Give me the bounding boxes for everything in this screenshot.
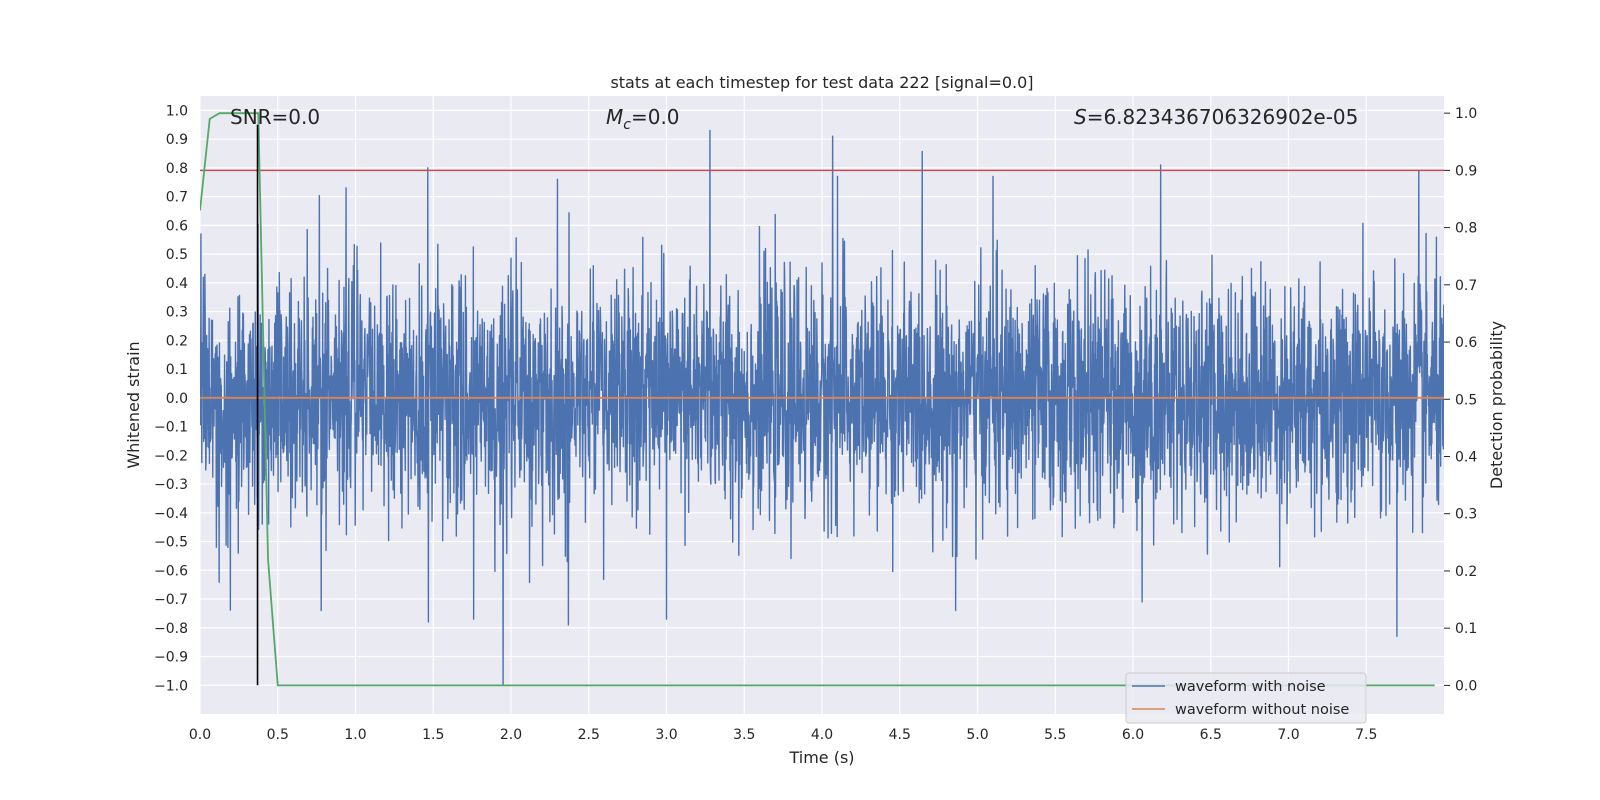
left-y-tick-label: 0.6 [166,218,188,234]
series-layer [200,112,1444,687]
x-tick-label: 1.5 [422,727,444,743]
x-tick-label: 2.0 [500,727,522,743]
left-y-tick-label: 0.8 [166,161,188,177]
right-y-tick-label: 0.6 [1455,335,1477,351]
left-y-tick-label: 0.5 [166,247,188,263]
x-tick-label: 4.0 [811,727,833,743]
left-y-tick-label: −0.8 [154,621,188,637]
left-y-tick-label: −0.4 [154,506,188,522]
left-y-tick-label: 0.7 [166,190,188,206]
right-y-tick-label: 0.8 [1455,221,1477,237]
legend-label-noise: waveform with noise [1175,679,1326,695]
x-tick-label: 3.0 [655,727,677,743]
x-tick-label: 6.5 [1200,727,1222,743]
right-y-tick-label: 0.0 [1455,678,1477,694]
x-tick-label: 7.5 [1355,727,1377,743]
x-tick-label: 5.5 [1044,727,1066,743]
left-y-axis-label: Whitened strain [124,341,143,468]
right-y-tick-label: 1.0 [1455,106,1477,122]
legend: waveform with noise waveform without noi… [1125,672,1367,724]
left-y-tick-label: 0.2 [166,333,188,349]
left-y-tick-label: −0.3 [154,477,188,493]
right-y-tick-label: 0.3 [1455,507,1477,523]
left-y-tick-label: 0.4 [166,276,188,292]
left-y-tick-label: −0.6 [154,563,188,579]
left-y-tick-label: 0.3 [166,305,188,321]
left-y-tick-label: −0.1 [154,420,188,436]
statistic-value: =6.823436706326902e-05 [1087,105,1359,129]
left-y-tick-label: 0.1 [166,362,188,378]
x-tick-label: 2.5 [578,727,600,743]
legend-label-clean: waveform without noise [1175,702,1349,718]
x-tick-label: 4.5 [889,727,911,743]
left-y-tick-label: −0.7 [154,592,188,608]
right-y-axis-ticks: 1.0 0.9 0.8 0.7 0.6 0.5 0.4 0.3 0.2 0.1 0.0 [1444,106,1477,694]
left-y-tick-label: 1.0 [166,103,188,119]
left-y-tick-label: 0.9 [166,132,188,148]
right-y-tick-label: 0.2 [1455,564,1477,580]
left-y-tick-label: −0.5 [154,535,188,551]
x-tick-label: 3.5 [733,727,755,743]
x-tick-label: 6.0 [1122,727,1144,743]
left-y-tick-label: 0.0 [166,391,188,407]
right-y-axis-label: Detection probability [1487,321,1506,489]
legend-box [1125,672,1367,724]
x-tick-label: 5.0 [966,727,988,743]
snr-annotation: SNR=0.0 [230,105,320,129]
right-y-tick-label: 0.1 [1455,621,1477,637]
series-detection-probability [200,112,1435,687]
chirp-mass-symbol: M [606,105,623,129]
x-axis-ticks: 0.0 0.5 1.0 1.5 2.0 2.5 3.0 3.5 4.0 4.5 5.0 5.5 6.0 6… [189,727,1378,743]
right-y-tick-label: 0.7 [1455,278,1477,294]
chart-title: stats at each timestep for test data 222… [610,73,1033,92]
right-y-tick-label: 0.9 [1455,163,1477,179]
right-y-tick-label: 0.4 [1455,450,1477,466]
chirp-mass-annotation: Mc=0.0 [606,105,680,133]
chirp-mass-value: =0.0 [631,105,680,129]
chirp-mass-subscript: c [623,117,631,133]
statistic-annotation: S=6.823436706326902e-05 [1074,105,1358,129]
x-tick-label: 0.0 [189,727,211,743]
statistic-symbol: S [1074,105,1087,129]
x-tick-label: 7.0 [1277,727,1299,743]
left-y-tick-label: −0.2 [154,448,188,464]
x-tick-label: 1.0 [344,727,366,743]
x-axis-label: Time (s) [788,748,854,767]
x-tick-label: 0.5 [267,727,289,743]
left-y-axis-ticks: 1.0 0.9 0.8 0.7 0.6 0.5 0.4 0.3 0.2 0.1 0.0 −0.1 −0.… [154,103,188,694]
series-waveform-with-noise [200,129,1444,686]
left-y-tick-label: −1.0 [154,678,188,694]
left-y-tick-label: −0.9 [154,650,188,666]
right-y-tick-label: 0.5 [1455,392,1477,408]
